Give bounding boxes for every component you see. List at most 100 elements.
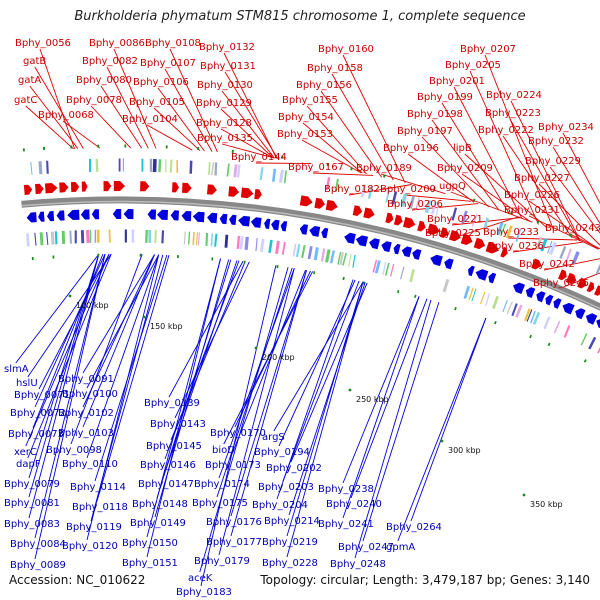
- forward-gene: [35, 183, 44, 195]
- leader-line: [282, 280, 360, 482]
- forward-gene: [81, 181, 88, 192]
- reverse-gene: [56, 210, 65, 221]
- accession-text: Accession: NC_010622: [9, 573, 146, 587]
- forward-gene-label: Bphy_0246: [533, 278, 589, 289]
- reverse-gene: [536, 291, 546, 303]
- forward-gene-label: Bphy_0128: [196, 118, 252, 129]
- forward-gene-label: Bphy_0160: [318, 44, 374, 55]
- cog-bar: [307, 246, 313, 260]
- reverse-gene-label: Bphy_0177: [206, 537, 262, 548]
- kbp-tick-label: 200 kbp: [262, 353, 295, 362]
- forward-gene: [403, 217, 416, 229]
- reverse-gene-label: hslU: [16, 378, 38, 389]
- reverse-gene-label: bioD: [212, 445, 235, 456]
- forward-gene: [240, 187, 254, 199]
- forward-gene-label: Bphy_0229: [525, 156, 581, 167]
- forward-gene-label: Bphy_0105: [129, 97, 185, 108]
- reverse-gene: [264, 218, 271, 229]
- leader-line: [320, 90, 382, 178]
- forward-gene-label: Bphy_0231: [504, 205, 560, 216]
- reverse-gene-label: Bphy_0071: [14, 390, 70, 401]
- reverse-gene-label: Bphy_0139: [144, 398, 200, 409]
- forward-gene-label: ugpQ: [439, 181, 466, 192]
- forward-gene: [23, 184, 33, 195]
- forward-gene-label: Bphy_0082: [82, 56, 138, 67]
- leader-line: [441, 102, 510, 215]
- cog-bar: [548, 241, 557, 256]
- kbp-tick-mark: [142, 315, 146, 319]
- cog-bar: [565, 248, 572, 262]
- feature-rings: [21, 144, 600, 497]
- leader-line: [552, 146, 600, 225]
- leader-line: [230, 270, 307, 537]
- forward-gene-label: Bphy_0205: [445, 60, 501, 71]
- reverse-gene: [112, 209, 122, 219]
- reverse-gene-label: Bphy_0203: [258, 482, 314, 493]
- reverse-gene-label: Bphy_0083: [4, 519, 60, 530]
- reverse-gene-label: Bphy_0147: [138, 479, 194, 490]
- leader-line: [348, 184, 412, 196]
- reverse-gene-label: Bphy_0219: [262, 537, 318, 548]
- forward-gene-label: Bphy_0236: [488, 241, 544, 252]
- leader-line: [278, 279, 356, 447]
- marker-dash: [414, 294, 417, 299]
- marker-dash: [472, 198, 476, 202]
- reverse-gene: [545, 294, 554, 306]
- reverse-gene-label: Bphy_0240: [326, 499, 382, 510]
- leader-line: [220, 128, 274, 159]
- reverse-gene-label: Bphy_0118: [72, 502, 128, 513]
- cog-bar: [515, 228, 522, 242]
- leader-line: [562, 132, 600, 205]
- leader-line: [218, 268, 295, 479]
- cog-bar: [530, 310, 536, 324]
- reverse-gene-label: argS: [262, 432, 285, 443]
- forward-gene-label: Bphy_0108: [145, 38, 201, 49]
- forward-gene-label: Bphy_0130: [197, 80, 253, 91]
- reverse-gene-label: aceK: [188, 573, 213, 584]
- cog-bar: [463, 285, 470, 299]
- leader-line: [200, 265, 277, 587]
- leader-line: [34, 253, 106, 408]
- leader-lines: [15, 48, 600, 587]
- leader-line: [15, 253, 100, 364]
- reverse-gene-label: Bphy_0194: [254, 447, 310, 458]
- reverse-gene: [596, 319, 600, 329]
- leader-line: [221, 143, 275, 159]
- forward-gene: [439, 227, 449, 238]
- forward-gene-label: Bphy_0131: [200, 61, 256, 72]
- leader-line: [543, 258, 600, 271]
- leader-line: [39, 48, 76, 150]
- leader-line: [82, 254, 155, 374]
- cog-bar: [496, 222, 504, 236]
- reverse-gene-label: Bphy_0247: [338, 542, 394, 553]
- marker-dash: [454, 306, 457, 311]
- leader-line: [509, 118, 580, 242]
- forward-gene-label: Bphy_0132: [199, 42, 255, 53]
- forward-gene: [103, 181, 112, 192]
- kbp-tick-mark: [348, 388, 352, 392]
- forward-gene-label: Bphy_0242: [519, 259, 575, 270]
- forward-gene-label: Bphy_0056: [15, 38, 71, 49]
- leader-line: [354, 299, 432, 559]
- leader-line: [350, 298, 428, 499]
- leader-line: [411, 203, 479, 211]
- forward-gene-label: Bphy_0222: [478, 125, 534, 136]
- reverse-cog-ring: [26, 229, 600, 354]
- leader-line: [528, 200, 599, 250]
- leader-line: [538, 183, 600, 246]
- cog-bar: [563, 325, 571, 338]
- forward-gene-label: Bphy_0206: [387, 199, 443, 210]
- reverse-gene: [170, 210, 179, 221]
- cog-bar: [400, 193, 408, 207]
- reverse-gene: [344, 232, 356, 244]
- cog-bar: [595, 263, 600, 275]
- reverse-gene: [525, 287, 536, 298]
- reverse-gene: [562, 302, 575, 315]
- leader-line: [25, 105, 74, 150]
- leader-line: [557, 272, 600, 290]
- leader-line: [569, 233, 600, 250]
- forward-gene-label: gatA: [18, 75, 41, 86]
- forward-gene-label: Bphy_0201: [429, 76, 485, 87]
- reverse-gene: [585, 313, 598, 325]
